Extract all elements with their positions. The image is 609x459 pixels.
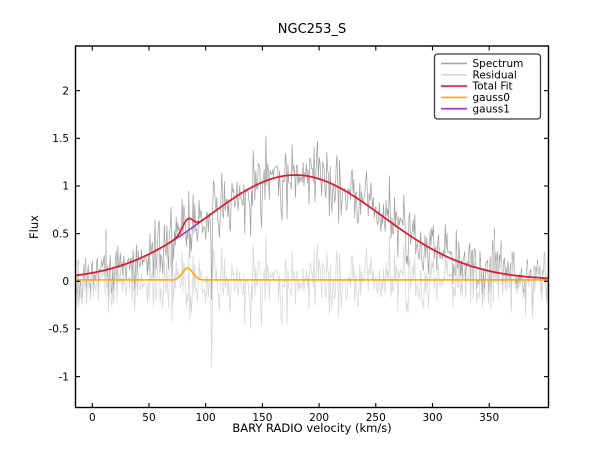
x-tick-label: 300 — [422, 412, 442, 424]
x-tick-label: 350 — [479, 412, 499, 424]
legend-label-residual: Residual — [473, 69, 517, 81]
plot-frame — [74, 45, 550, 409]
residual-line — [75, 235, 549, 369]
x-tick-label: 50 — [142, 412, 155, 424]
x-tick-label: 150 — [252, 412, 272, 424]
gauss0-line — [75, 267, 549, 281]
x-tick-label: 200 — [309, 412, 329, 424]
x-tick-label: 250 — [366, 412, 386, 424]
x-axis-label: BARY RADIO velocity (km/s) — [232, 421, 391, 435]
y-tick-label: 0.5 — [52, 228, 69, 240]
chart-title: NGC253_S — [278, 22, 346, 37]
legend-label-spectrum: Spectrum — [473, 58, 524, 70]
y-tick-label: -0.5 — [49, 324, 70, 336]
y-tick-label: 0 — [62, 276, 69, 288]
x-tick-label: 0 — [89, 412, 96, 424]
legend-box — [433, 53, 542, 120]
y-tick-label: -1 — [59, 371, 69, 383]
data-layer — [75, 135, 549, 369]
x-tick-label: 100 — [196, 412, 216, 424]
tick-layer: 0 50 100 150 200 250 300 350 2 1.5 1 0.5 0 -0.5 -1 — [49, 46, 549, 424]
legend-label-total-fit: Total Fit — [472, 81, 513, 93]
y-tick-label: 1.5 — [52, 133, 69, 145]
y-tick-label: 2 — [62, 85, 69, 97]
y-tick-label: 1 — [62, 181, 69, 193]
legend-label-gauss1: gauss1 — [473, 103, 510, 115]
legend-label-gauss0: gauss0 — [473, 92, 510, 104]
y-axis-label: Flux — [27, 215, 41, 239]
spectrum-line — [75, 135, 549, 314]
total-fit-line — [75, 174, 549, 280]
